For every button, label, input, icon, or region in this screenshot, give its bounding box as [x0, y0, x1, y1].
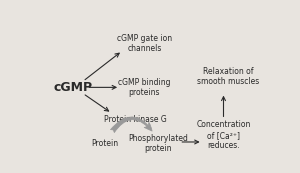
Text: cGMP binding
proteins: cGMP binding proteins	[118, 78, 171, 97]
Text: Phosphorylated
protein: Phosphorylated protein	[128, 134, 188, 153]
Text: cGMP gate ion
channels: cGMP gate ion channels	[117, 34, 172, 53]
Text: cGMP: cGMP	[54, 81, 93, 94]
Text: Protein kinase G: Protein kinase G	[104, 115, 167, 124]
Text: Relaxation of
smooth muscles: Relaxation of smooth muscles	[197, 67, 259, 86]
Text: Protein: Protein	[92, 139, 118, 148]
FancyArrowPatch shape	[110, 117, 152, 133]
Text: Concentration
of [Ca²⁺]
reduces.: Concentration of [Ca²⁺] reduces.	[196, 120, 251, 150]
